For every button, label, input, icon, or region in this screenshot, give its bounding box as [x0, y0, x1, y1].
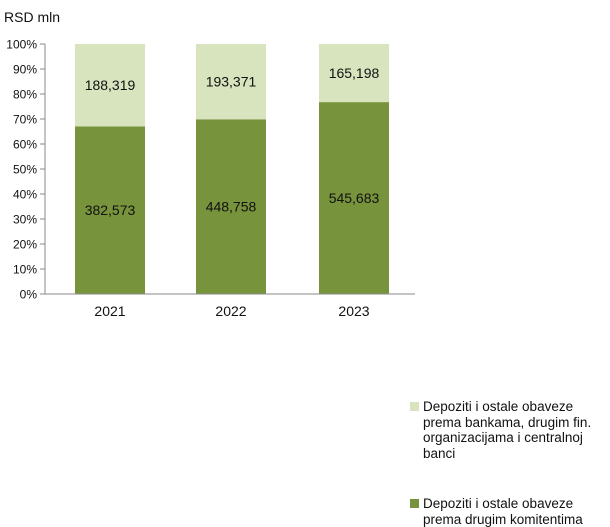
bar-segment: [196, 119, 266, 295]
data-label: 382,573: [85, 202, 136, 218]
data-label: 448,758: [206, 199, 257, 215]
bar-segment: [75, 44, 145, 127]
x-tick-label: 2023: [338, 303, 369, 319]
unit-label: RSD mln: [4, 9, 60, 25]
data-label: 545,683: [329, 190, 380, 206]
y-tick-label: 70%: [13, 113, 37, 127]
bar-segment: [319, 44, 389, 103]
data-label: 188,319: [85, 77, 136, 93]
legend-swatch-client-deposits: [410, 499, 419, 508]
chart: RSD mln 0% 10% 20% 30% 40% 50% 60% 70% 80% 90% 100…: [4, 9, 591, 527]
legend-label-bank-deposits: Depoziti i ostale obaveze prema bankama,…: [423, 399, 592, 461]
bar-segment: [319, 102, 389, 294]
y-tick-label: 30%: [13, 213, 37, 227]
x-axis: 2021 2022 2023: [45, 293, 415, 319]
y-tick-label: 100%: [6, 38, 37, 52]
y-tick-label: 60%: [13, 138, 37, 152]
y-axis: 0% 10% 20% 30% 40% 50% 60% 70% 80% 90% 100%: [6, 38, 46, 302]
x-tick-label: 2021: [94, 303, 125, 319]
legend-swatch-bank-deposits: [410, 402, 419, 411]
data-label: 193,371: [206, 74, 257, 90]
y-tick-label: 20%: [13, 238, 37, 252]
data-label: 165,198: [329, 65, 380, 81]
x-tick-label: 2022: [215, 303, 246, 319]
legend-label-client-deposits: Depoziti i ostale obaveze prema drugim k…: [423, 496, 583, 527]
bar-segment: [75, 126, 145, 294]
y-tick-label: 80%: [13, 88, 37, 102]
bars: [75, 44, 389, 295]
chart-svg: RSD mln 0% 10% 20% 30% 40% 50% 60% 70% 80% 90% 100…: [4, 9, 415, 319]
y-tick-label: 40%: [13, 188, 37, 202]
y-tick-label: 10%: [13, 263, 37, 277]
y-tick-label: 0%: [20, 288, 38, 302]
y-tick-label: 50%: [13, 163, 37, 177]
bar-segment: [196, 44, 266, 120]
y-tick-label: 90%: [13, 63, 37, 77]
bar-labels: 382,573 188,319 448,758 193,371 545,683 165,1…: [85, 65, 380, 218]
